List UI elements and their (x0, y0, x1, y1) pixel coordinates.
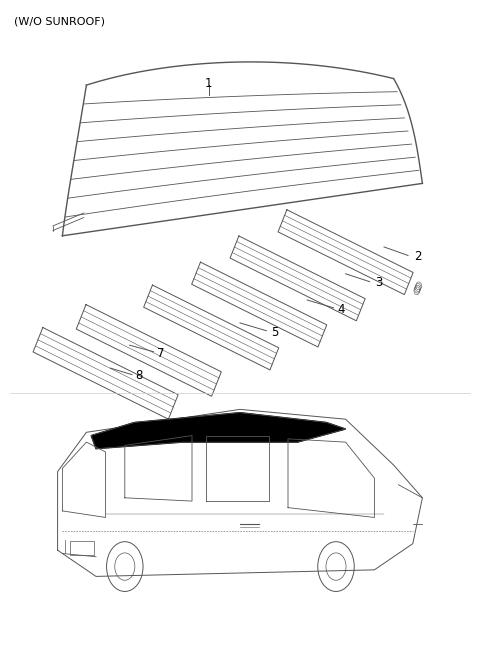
Text: 1: 1 (205, 77, 213, 90)
Text: 4: 4 (337, 303, 345, 316)
Text: 8: 8 (135, 369, 143, 383)
Text: 2: 2 (414, 250, 421, 263)
Text: 7: 7 (157, 346, 165, 360)
Text: 3: 3 (375, 276, 383, 290)
Bar (70, 541, 94, 555)
Polygon shape (91, 413, 346, 449)
Text: (W/O SUNROOF): (W/O SUNROOF) (14, 16, 106, 26)
Text: 5: 5 (271, 326, 278, 339)
